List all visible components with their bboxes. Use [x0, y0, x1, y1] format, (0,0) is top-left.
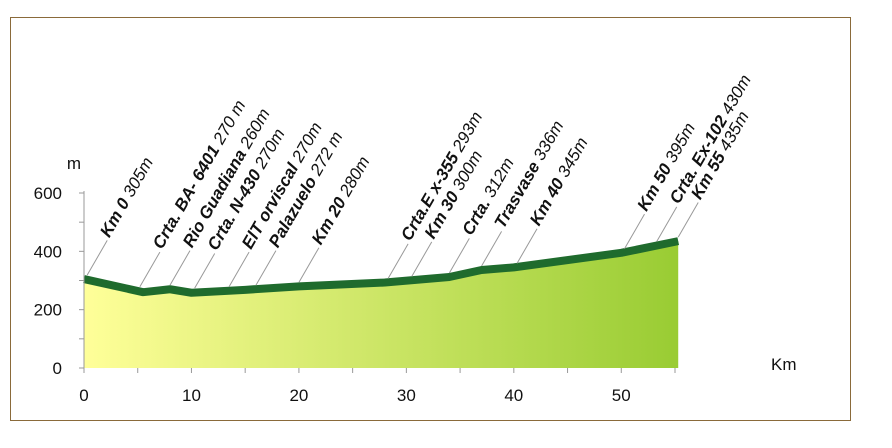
y-tick-label: 200 — [34, 301, 62, 320]
x-tick-label: 30 — [397, 386, 416, 405]
x-tick-label: 0 — [79, 386, 88, 405]
y-axis-label: m — [67, 154, 81, 173]
waypoint-leader — [86, 240, 108, 276]
y-tick-label: 600 — [34, 184, 62, 203]
waypoint-leader — [298, 247, 320, 283]
waypoint-label: Km 0 305m — [96, 154, 157, 240]
waypoint-leader — [481, 231, 503, 267]
waypoint-leader — [516, 228, 538, 264]
profile-line — [83, 237, 680, 297]
x-tick-label: 40 — [504, 386, 523, 405]
waypoint-leader — [387, 243, 409, 279]
waypoint-leader — [255, 250, 277, 286]
waypoint-leader — [677, 202, 699, 238]
waypoint-leader — [194, 253, 216, 289]
y-tick-label: 0 — [53, 359, 62, 378]
profile-area — [84, 241, 679, 368]
waypoint-elevation: 293m — [446, 108, 486, 158]
waypoint-leader — [448, 238, 470, 274]
waypoint-elevation: 305m — [117, 154, 157, 204]
waypoint-leader — [228, 251, 250, 287]
waypoint-leader — [624, 213, 645, 250]
y-tick-label: 400 — [34, 242, 62, 261]
waypoint-name: Km 50 — [634, 160, 676, 214]
waypoint-name: Km 20 — [308, 194, 350, 248]
x-tick-label: 50 — [612, 386, 631, 405]
waypoint-leader — [656, 206, 678, 242]
waypoint-leader — [169, 250, 191, 286]
x-axis-label: Km — [771, 355, 797, 374]
x-tick-label: 10 — [182, 386, 201, 405]
x-tick-label: 20 — [289, 386, 308, 405]
waypoint-leader — [139, 251, 161, 287]
waypoint-leader — [411, 241, 433, 277]
waypoint-elevation: 280m — [333, 153, 373, 203]
